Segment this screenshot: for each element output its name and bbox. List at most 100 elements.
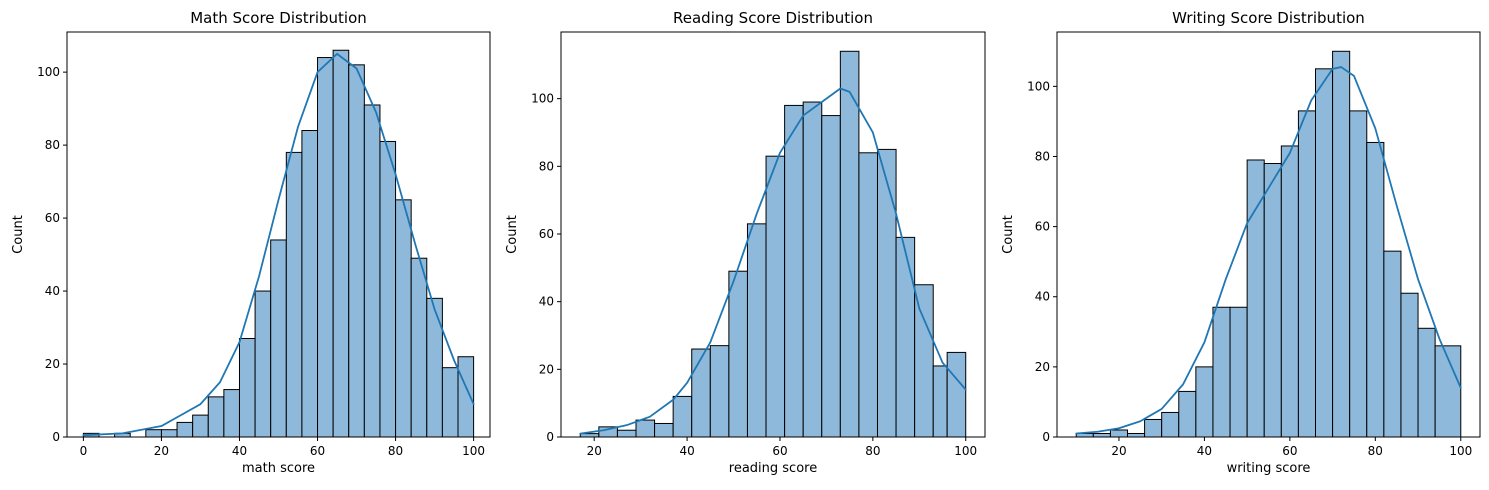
histogram-bar — [395, 199, 412, 438]
histogram-panel: 0 20 40 60 80 100 0 20 40 60 80 100 Math Score Distr… — [11, 9, 491, 476]
chart-title: Writing Score Distribution — [1172, 9, 1365, 27]
bars — [82, 49, 475, 438]
histogram-bar — [1229, 306, 1248, 438]
y-tick-label: 40 — [539, 295, 554, 309]
histogram-bar — [441, 367, 459, 438]
histogram-bar — [1109, 429, 1128, 438]
histogram-bar — [1246, 159, 1265, 438]
histogram-bar — [709, 345, 730, 438]
histogram-bar — [1263, 162, 1282, 438]
y-tick-label: 20 — [539, 362, 554, 376]
x-tick-label: 20 — [587, 444, 602, 458]
histogram-bar — [363, 104, 381, 438]
histogram-bar — [654, 422, 674, 438]
y-tick-label: 60 — [1035, 220, 1050, 234]
histogram-bar — [1178, 390, 1197, 438]
histogram-bar — [1417, 327, 1436, 438]
histogram-bar — [946, 351, 967, 438]
histogram-bar — [839, 50, 860, 438]
y-tick-label: 100 — [531, 92, 554, 106]
x-axis-label: math score — [242, 461, 315, 476]
y-tick-label: 0 — [1042, 430, 1050, 444]
histogram-bar — [223, 389, 240, 438]
y-axis-label: Count — [1001, 215, 1016, 254]
y-tick-label: 40 — [45, 284, 60, 298]
histogram-bar — [379, 140, 397, 438]
x-tick-label: 20 — [154, 444, 169, 458]
x-axis-label: reading score — [729, 461, 817, 476]
histogram-bar — [160, 429, 178, 438]
histogram-bar — [332, 49, 350, 438]
histogram-bar — [932, 365, 948, 438]
histogram-bar — [1400, 292, 1419, 438]
histogram-bar — [1315, 68, 1334, 438]
histogram-bar — [1434, 345, 1462, 438]
x-tick-label: 80 — [865, 444, 880, 458]
x-tick-label: 40 — [232, 444, 247, 458]
histogram-bar — [1280, 145, 1299, 438]
x-tick-label: 80 — [388, 444, 403, 458]
histogram-bar — [410, 257, 428, 438]
chart-title: Reading Score Distribution — [673, 9, 873, 27]
x-tick-label: 100 — [1449, 444, 1472, 458]
axes-frame — [560, 31, 986, 438]
histogram-bar — [176, 421, 194, 438]
y-tick-label: 60 — [45, 211, 60, 225]
histogram-bar — [691, 348, 711, 438]
y-axis-label: Count — [505, 215, 520, 254]
x-tick-label: 80 — [1368, 444, 1383, 458]
histogram-bar — [1366, 141, 1385, 438]
y-tick-label: 80 — [45, 138, 60, 152]
histogram-panel: 20 40 60 80 100 0 20 40 60 80 100 Reading Score Dis… — [505, 9, 986, 476]
histogram-bar — [1161, 411, 1180, 438]
y-tick-label: 0 — [52, 430, 60, 444]
histogram-bar — [821, 115, 841, 438]
x-tick-label: 60 — [772, 444, 787, 458]
histogram-bar — [802, 101, 823, 438]
y-tick-label: 20 — [1035, 360, 1050, 374]
y-tick-label: 60 — [539, 227, 554, 241]
axes-frame — [1056, 31, 1481, 438]
y-tick-label: 40 — [1035, 290, 1050, 304]
histogram-bar — [765, 155, 786, 438]
histogram-bar — [301, 130, 319, 438]
histogram-bar — [858, 152, 878, 438]
y-axis-label: Count — [11, 215, 26, 254]
histogram-bar — [1127, 432, 1146, 438]
y-tick-label: 20 — [45, 357, 60, 371]
axes-frame — [66, 31, 491, 438]
histogram-bar — [784, 104, 804, 438]
y-tick-label: 80 — [1035, 149, 1050, 163]
histogram-bar — [1092, 432, 1111, 438]
histogram-bar — [728, 270, 748, 438]
histogram-bar — [1349, 110, 1368, 438]
y-tick-label: 100 — [37, 65, 60, 79]
y-tick-label: 80 — [539, 159, 554, 173]
histogram-panel: 20 40 60 80 100 0 20 40 60 80 100 Writing Score Dis… — [1001, 9, 1481, 476]
histogram-bar — [635, 419, 656, 438]
histogram-bar — [270, 239, 287, 438]
x-tick-label: 60 — [310, 444, 325, 458]
histogram-bar — [1195, 366, 1214, 438]
x-tick-label: 0 — [80, 444, 88, 458]
kde-line — [1075, 66, 1462, 435]
histogram-bar — [285, 151, 303, 438]
histogram-bar — [317, 57, 334, 438]
x-tick-label: 100 — [462, 444, 485, 458]
histogram-bar — [426, 297, 443, 438]
histogram-bar — [1297, 110, 1316, 438]
histogram-bar — [145, 429, 162, 438]
histogram-bar — [348, 64, 365, 438]
histogram-bar — [1144, 418, 1163, 438]
y-tick-label: 100 — [1027, 79, 1050, 93]
x-tick-label: 20 — [1111, 444, 1126, 458]
x-tick-label: 40 — [679, 444, 694, 458]
histogram-bar — [746, 223, 767, 438]
histogram-bar — [192, 414, 209, 438]
histogram-bar — [616, 429, 637, 438]
x-axis-label: writing score — [1227, 461, 1311, 476]
chart-title: Math Score Distribution — [190, 9, 367, 27]
histogram-bar — [1332, 50, 1351, 438]
histogram-bar — [1383, 250, 1402, 438]
x-tick-label: 40 — [1197, 444, 1212, 458]
